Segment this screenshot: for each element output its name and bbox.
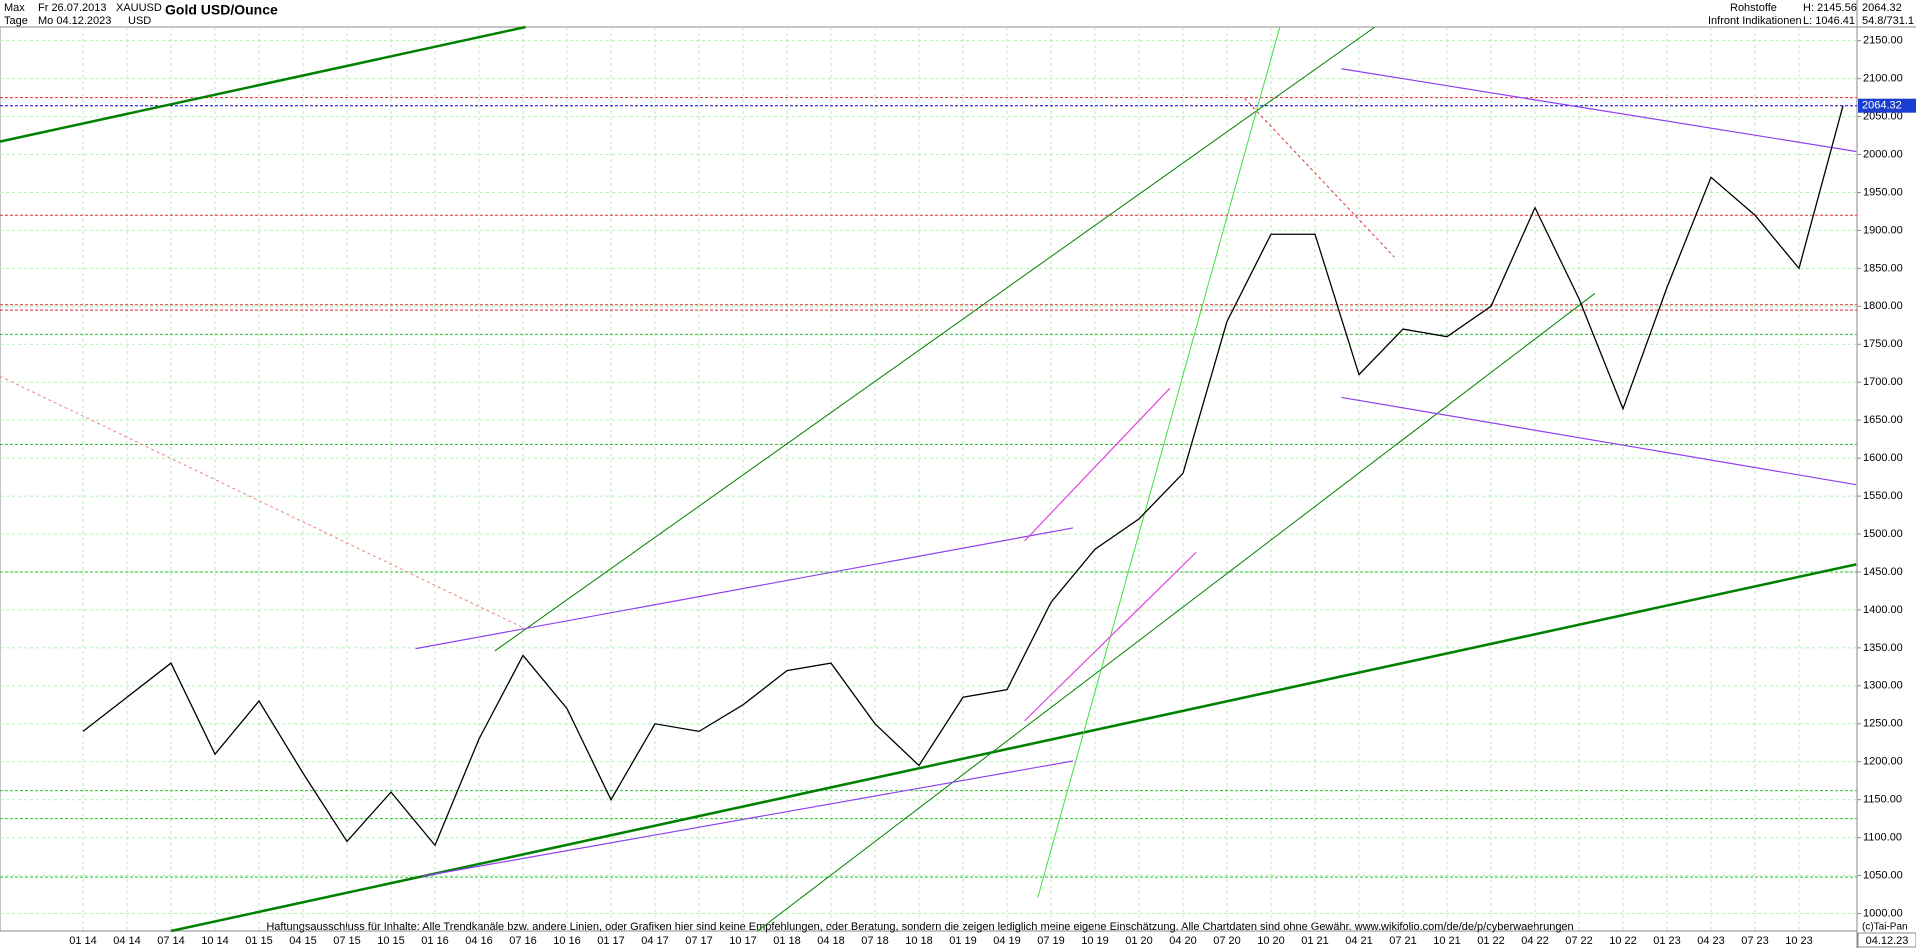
trendline [757, 293, 1596, 932]
y-tick-label: 1600.00 [1863, 452, 1903, 464]
x-tick-label: 01 16 [421, 935, 449, 947]
y-tick-label: 1000.00 [1863, 907, 1903, 919]
disclaimer: Haftungsausschluss für Inhalte: Alle Tre… [266, 921, 1573, 933]
x-tick-label: 01 21 [1301, 935, 1329, 947]
y-tick-label: 1300.00 [1863, 680, 1903, 692]
x-tick-label: 01 22 [1477, 935, 1505, 947]
x-tick-label: 04 22 [1521, 935, 1549, 947]
x-tick-label: 04 17 [641, 935, 669, 947]
y-tick-label: 1800.00 [1863, 300, 1903, 312]
y-tick-label: 2150.00 [1863, 35, 1903, 47]
x-tick-label: 10 19 [1081, 935, 1109, 947]
y-tick-label: 1350.00 [1863, 642, 1903, 654]
y-tick-label: 1700.00 [1863, 376, 1903, 388]
x-tick-label: 07 16 [509, 935, 537, 947]
trendline [1024, 387, 1171, 542]
x-tick-label: 10 14 [201, 935, 229, 947]
x-tick-label: 10 18 [905, 935, 933, 947]
trendline [1341, 396, 1857, 486]
last-value-box [1858, 98, 1916, 113]
high: H: 2145.56 [1803, 2, 1857, 14]
last-value-label: 2064.32 [1862, 100, 1902, 112]
x-tick-label: 10 23 [1785, 935, 1813, 947]
x-tick-label: 07 15 [333, 935, 361, 947]
group: Rohstoffe [1730, 2, 1777, 14]
x-tick-label: 07 21 [1389, 935, 1417, 947]
trendline [0, 375, 526, 630]
x-tick-label: 04 23 [1697, 935, 1725, 947]
x-tick-label: 04.12.23 [1866, 935, 1909, 947]
y-tick-label: 1400.00 [1863, 604, 1903, 616]
x-tick-label: 07 14 [157, 935, 185, 947]
x-tick-label: 01 18 [773, 935, 801, 947]
y-tick-label: 2000.00 [1863, 148, 1903, 160]
x-tick-label: 07 22 [1565, 935, 1593, 947]
y-tick-label: 1450.00 [1863, 566, 1903, 578]
x-tick-label: 10 21 [1433, 935, 1461, 947]
y-tick-label: 1650.00 [1863, 414, 1903, 426]
date-box [1857, 932, 1916, 948]
period: Tage [4, 15, 28, 27]
y-tick-label: 1850.00 [1863, 262, 1903, 274]
y-tick-label: 1050.00 [1863, 869, 1903, 881]
chart-title: Gold USD/Ounce [165, 2, 278, 18]
x-tick-label: 04 14 [113, 935, 141, 947]
x-tick-label: 04 18 [817, 935, 845, 947]
x-tick-label: 01 23 [1653, 935, 1681, 947]
copyright: (c)Tai-Pan [1862, 922, 1908, 933]
x-tick-label: 01 15 [245, 935, 273, 947]
trendline [421, 760, 1074, 877]
y-tick-label: 1250.00 [1863, 718, 1903, 730]
trendline [1037, 26, 1281, 898]
x-tick-label: 07 19 [1037, 935, 1065, 947]
x-tick-label: 04 21 [1345, 935, 1373, 947]
symbol: XAUUSD [116, 2, 162, 14]
y-tick-label: 1900.00 [1863, 224, 1903, 236]
x-tick-label: 04 15 [289, 935, 317, 947]
x-tick-label: 01 19 [949, 935, 977, 947]
trendline [1244, 98, 1395, 258]
source: Infront Indikationen [1708, 15, 1802, 27]
y-tick-label: 1100.00 [1863, 832, 1902, 844]
y-tick-label: 1150.00 [1863, 794, 1902, 806]
x-tick-label: 01 20 [1125, 935, 1153, 947]
y-tick-label: 2100.00 [1863, 73, 1903, 85]
trendline [0, 25, 526, 143]
x-tick-label: 10 22 [1609, 935, 1637, 947]
x-tick-label: 07 17 [685, 935, 713, 947]
y-tick-label: 2050.00 [1863, 110, 1903, 122]
low: L: 1046.41 [1803, 15, 1855, 27]
y-tick-label: 1500.00 [1863, 528, 1903, 540]
scale: 54.8/731.1 [1862, 15, 1914, 27]
x-tick-label: 07 20 [1213, 935, 1241, 947]
trendline [170, 563, 1857, 933]
x-tick-label: 04 19 [993, 935, 1021, 947]
y-tick-label: 1550.00 [1863, 490, 1903, 502]
x-tick-label: 07 23 [1741, 935, 1769, 947]
y-tick-label: 1200.00 [1863, 756, 1903, 768]
x-tick-label: 10 17 [729, 935, 757, 947]
x-tick-label: 01 17 [597, 935, 625, 947]
x-tick-label: 04 16 [465, 935, 493, 947]
trendline [1341, 68, 1857, 153]
x-tick-label: 07 18 [861, 935, 889, 947]
from-date: Fr 26.07.2013 [38, 2, 107, 14]
currency: USD [128, 15, 151, 27]
y-tick-label: 1950.00 [1863, 186, 1903, 198]
x-tick-label: 10 16 [553, 935, 581, 947]
last: 2064.32 [1862, 2, 1902, 14]
x-tick-label: 10 15 [377, 935, 405, 947]
x-tick-label: 10 20 [1257, 935, 1285, 947]
range: Max [4, 2, 25, 14]
to-date: Mo 04.12.2023 [38, 15, 111, 27]
y-tick-label: 1750.00 [1863, 338, 1903, 350]
x-tick-label: 04 20 [1169, 935, 1197, 947]
trendline [494, 26, 1376, 652]
x-tick-label: 01 14 [69, 935, 97, 947]
trendline [1024, 551, 1197, 722]
price-line [82, 105, 1844, 847]
